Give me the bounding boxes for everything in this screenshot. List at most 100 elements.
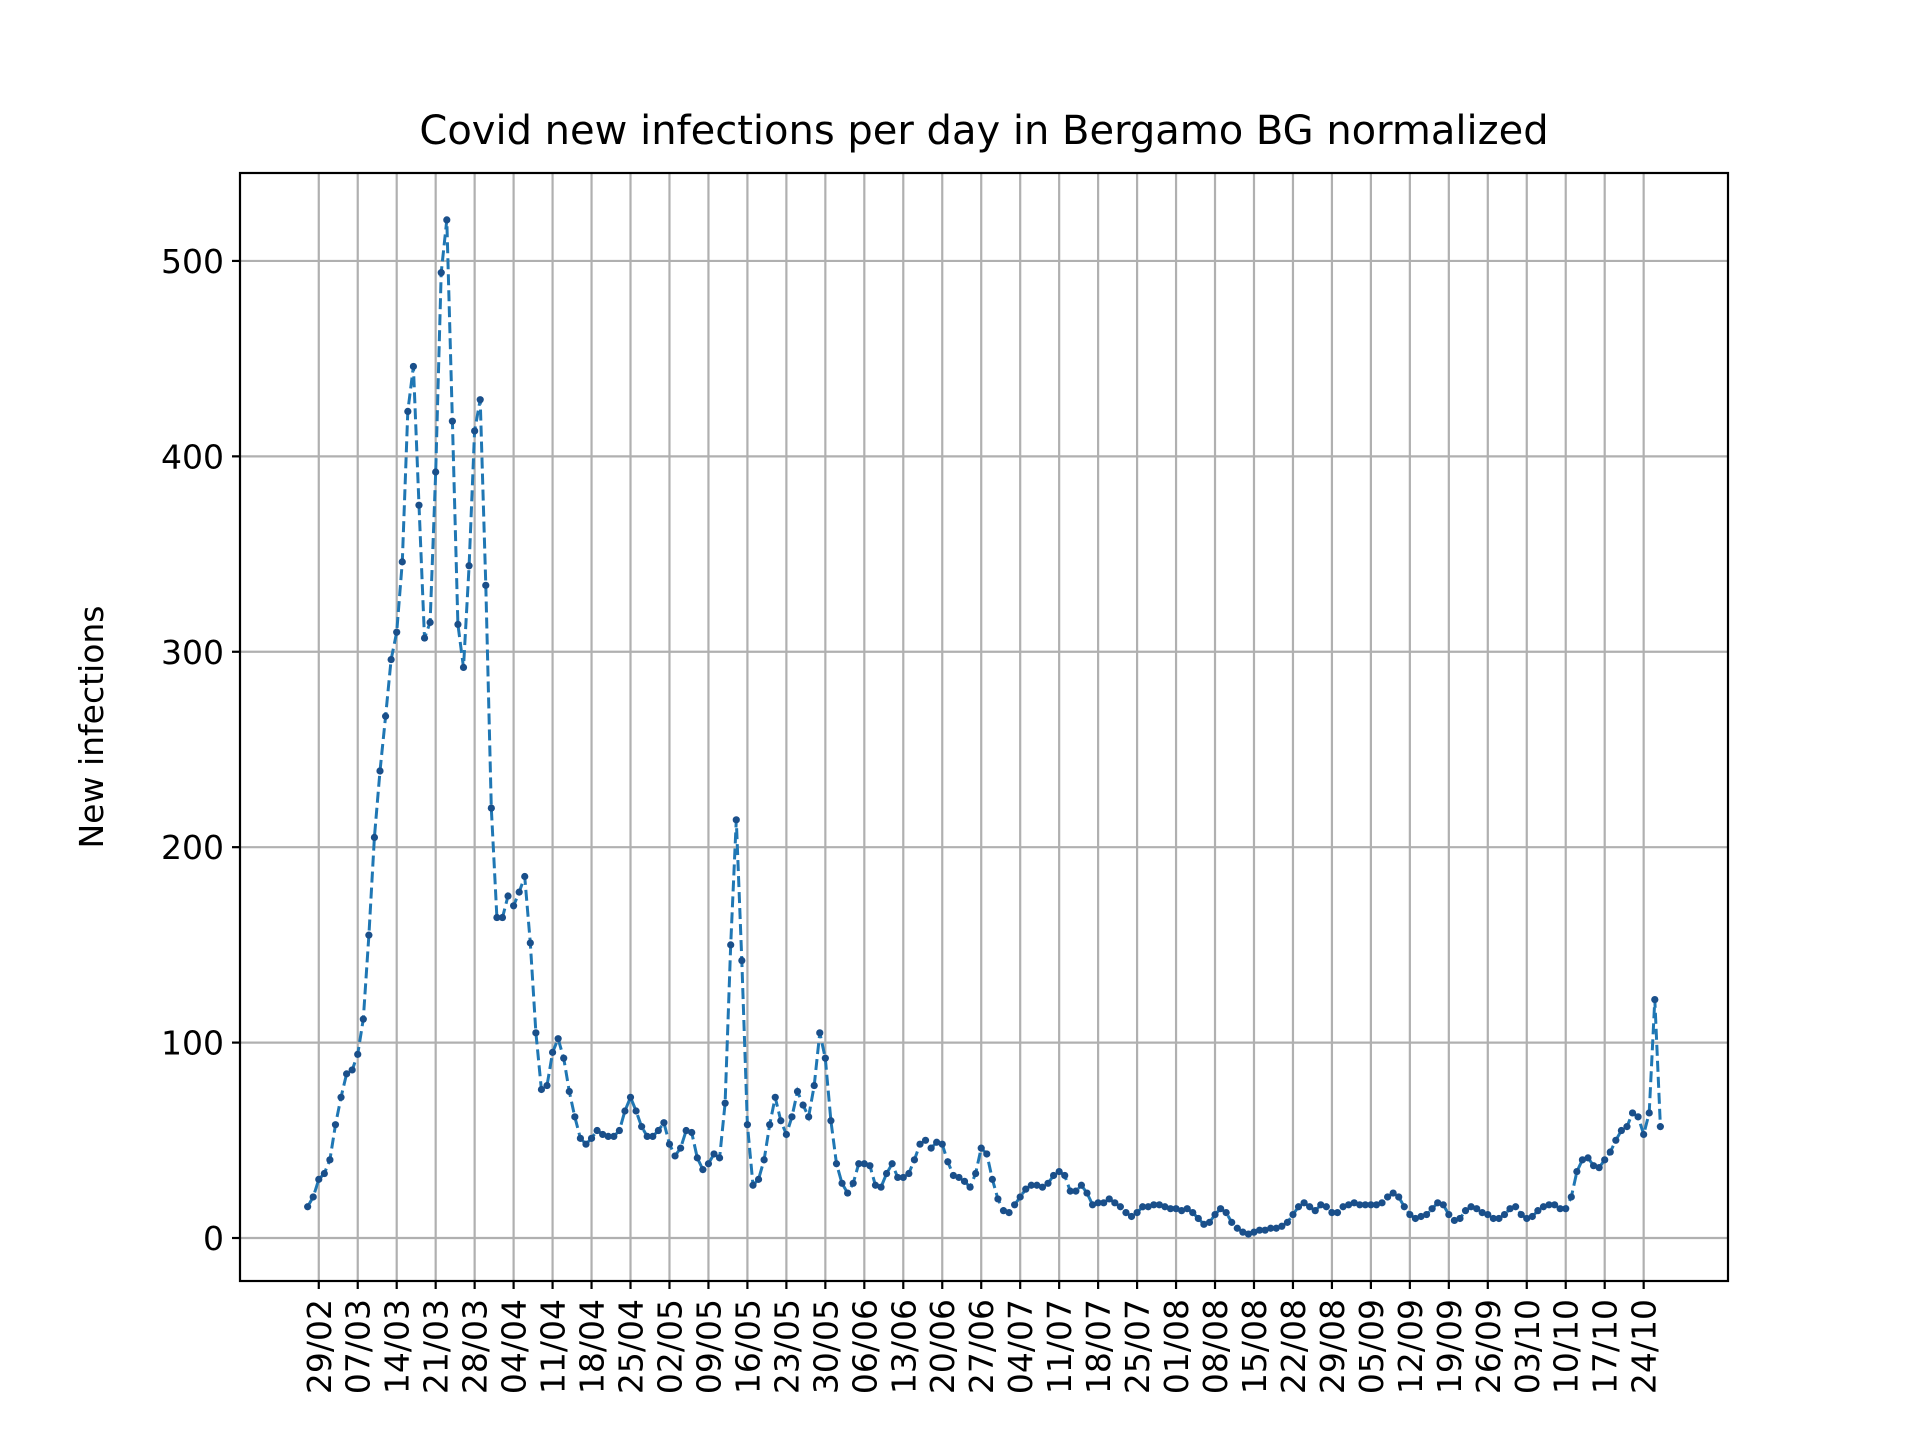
data-point [548, 1048, 557, 1056]
x-tick-label: 14/03 [378, 1299, 417, 1394]
data-point [1651, 996, 1659, 1004]
x-tick-label: 28/03 [456, 1299, 495, 1394]
data-point [448, 417, 456, 425]
data-point [827, 1117, 835, 1125]
data-point [1473, 1205, 1481, 1213]
data-point [910, 1156, 919, 1164]
data-point [1422, 1210, 1431, 1219]
data-point [921, 1136, 930, 1144]
data-point [1183, 1205, 1191, 1213]
data-point [1528, 1212, 1536, 1221]
x-tick-label: 29/08 [1313, 1299, 1352, 1394]
data-point [404, 407, 412, 416]
data-point [816, 1029, 824, 1037]
data-point [743, 1121, 752, 1129]
data-point [1539, 1203, 1548, 1211]
data-point [1200, 1220, 1208, 1228]
data-point [1589, 1162, 1598, 1170]
data-point [1645, 1109, 1653, 1117]
data-point [1328, 1209, 1336, 1217]
y-tick-label: 100 [161, 1024, 224, 1063]
x-tick-label: 16/05 [728, 1299, 767, 1394]
x-tick-label: 06/06 [845, 1299, 884, 1394]
data-point [1495, 1214, 1503, 1223]
data-point [715, 1154, 724, 1162]
data-point [476, 396, 484, 404]
data-point [1166, 1205, 1175, 1213]
data-point [326, 1156, 334, 1164]
data-point [1011, 1201, 1019, 1209]
x-tick-label: 18/07 [1079, 1299, 1118, 1394]
data-point [983, 1150, 991, 1158]
x-tick-label: 12/09 [1391, 1299, 1430, 1394]
grid [240, 173, 1728, 1281]
data-point [443, 216, 451, 224]
data-point [415, 501, 423, 509]
data-point [1033, 1181, 1041, 1189]
x-tick-label: 07/03 [339, 1299, 378, 1394]
data-point [1294, 1203, 1303, 1211]
data-point [1088, 1201, 1097, 1209]
data-point [1111, 1199, 1119, 1207]
data-point [1189, 1209, 1197, 1217]
data-point [1450, 1216, 1458, 1225]
data-point [1283, 1218, 1291, 1226]
data-point [1244, 1230, 1253, 1238]
data-point [1484, 1210, 1492, 1219]
data-point [671, 1152, 679, 1160]
chart-title: Covid new infections per day in Bergamo … [419, 108, 1548, 154]
data-point [1595, 1164, 1603, 1172]
data-point [498, 913, 507, 922]
plot-frame [238, 171, 1730, 1283]
data-point [1133, 1209, 1141, 1217]
x-tick-label: 13/06 [884, 1299, 923, 1394]
data-point [370, 833, 379, 842]
data-point [677, 1144, 685, 1152]
data-point [877, 1183, 885, 1191]
data-point [638, 1123, 646, 1131]
data-point [487, 804, 495, 812]
data-point [1562, 1205, 1570, 1213]
data-point [331, 1121, 340, 1129]
x-tick-label: 04/04 [495, 1299, 534, 1394]
data-point [1573, 1167, 1581, 1176]
data-point [1584, 1154, 1592, 1162]
data-point [587, 1134, 596, 1142]
data-point [1233, 1224, 1241, 1232]
data-point [1372, 1201, 1381, 1209]
data-point [543, 1081, 551, 1090]
data-point [1300, 1199, 1308, 1207]
x-tick-label: 22/08 [1274, 1299, 1313, 1394]
data-point [704, 1160, 713, 1168]
data-point [348, 1066, 356, 1074]
data-point [988, 1175, 996, 1183]
data-point [593, 1126, 601, 1135]
data-point [1656, 1123, 1664, 1131]
y-tick-label: 0 [203, 1219, 224, 1258]
data-point [665, 1140, 674, 1148]
data-point [1640, 1130, 1648, 1139]
data-point [315, 1175, 323, 1183]
data-point [1467, 1203, 1475, 1211]
data-point [916, 1140, 924, 1148]
data-point [766, 1121, 774, 1129]
data-point [844, 1189, 852, 1197]
x-tick-label: 19/09 [1430, 1299, 1469, 1394]
data-point [1461, 1207, 1470, 1215]
data-point [699, 1166, 707, 1174]
data-point [1144, 1203, 1152, 1211]
data-point [899, 1173, 907, 1182]
x-tick-label: 17/10 [1586, 1299, 1625, 1394]
data-point [526, 939, 534, 947]
data-point [894, 1173, 902, 1182]
data-point [1139, 1203, 1147, 1211]
data-point [771, 1093, 779, 1101]
data-point [1601, 1156, 1609, 1164]
data-point [615, 1126, 623, 1135]
data-point [994, 1195, 1002, 1203]
data-point [1222, 1209, 1230, 1217]
x-tick-label: 09/05 [689, 1299, 728, 1394]
data-point [1116, 1203, 1124, 1211]
data-point [966, 1183, 974, 1191]
data-point [1306, 1203, 1314, 1211]
